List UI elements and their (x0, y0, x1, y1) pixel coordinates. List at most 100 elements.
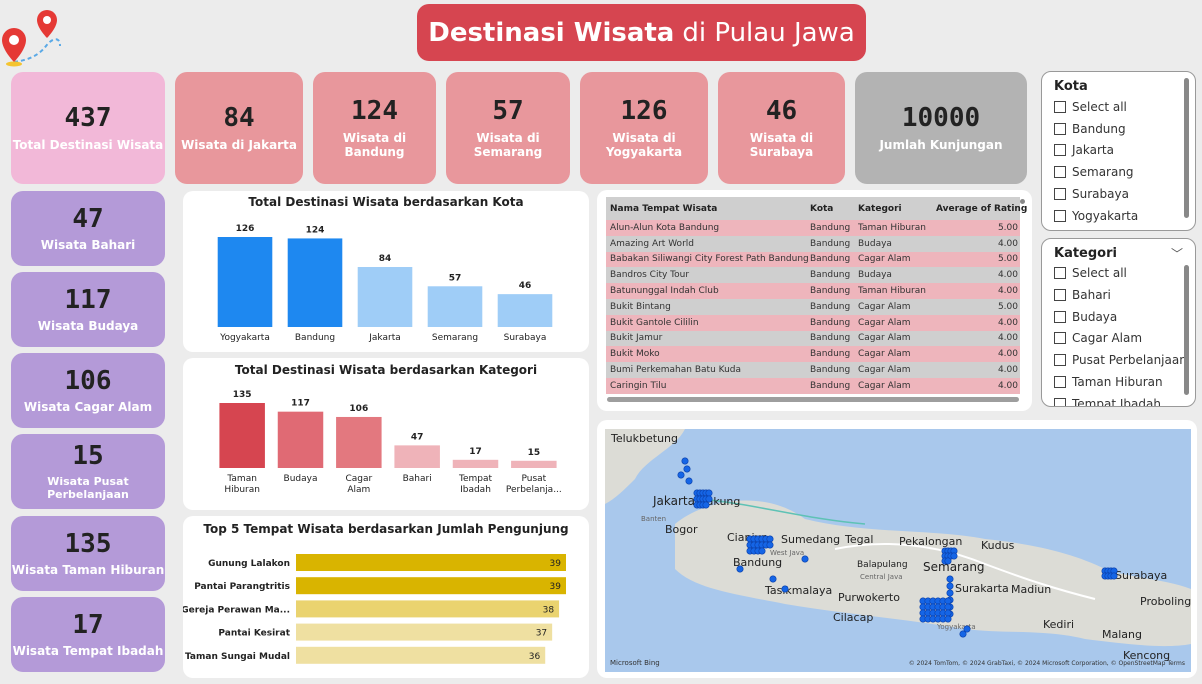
map-point[interactable] (944, 597, 952, 605)
checkbox[interactable] (1054, 101, 1066, 113)
map-point[interactable] (702, 501, 710, 509)
map-point[interactable] (681, 457, 689, 465)
table-body: Alun-Alun Kota Bandung Bandung Taman Hibur… (606, 220, 1020, 394)
checkbox[interactable] (1054, 376, 1066, 388)
table-row[interactable]: Alun-Alun Kota Bandung Bandung Taman Hibur… (606, 220, 1020, 236)
slicer-option-pusat-perbelanjaan[interactable]: Pusat Perbelanjaan (1054, 349, 1187, 371)
table-row[interactable]: Bukit Jamur Bandung Cagar Alam 4.00 (606, 330, 1020, 347)
slicer-scrollbar[interactable] (1184, 78, 1189, 218)
table-row[interactable]: Bumi Perkemahan Batu Kuda Bandung Cagar Al… (606, 362, 1020, 378)
map-point[interactable] (766, 541, 774, 549)
kpi-label: Wisata Taman Hiburan (11, 562, 165, 577)
bar[interactable] (277, 411, 324, 468)
slicer-option-select-all[interactable]: Select all (1054, 262, 1127, 284)
table-row[interactable]: Bukit Gantole Cililin Bandung Cagar Alam 4.… (606, 314, 1020, 331)
table-v-scrollbar[interactable] (1020, 199, 1025, 204)
slicer-option-select-all[interactable]: Select all (1054, 96, 1127, 118)
bar[interactable] (497, 294, 553, 327)
checkbox[interactable] (1054, 289, 1066, 301)
checkbox[interactable] (1054, 267, 1066, 279)
bar[interactable] (452, 459, 499, 468)
slicer-option-yogyakarta[interactable]: Yogyakarta (1054, 205, 1138, 227)
map-view[interactable]: Telukbetung Jakarta Cakung Bogor Cianjur Sume… (605, 429, 1191, 672)
table-row[interactable]: Bukit Moko Bandung Cagar Alam 4.00 (606, 346, 1020, 363)
table-row[interactable]: Bandros City Tour Bandung Budaya 4.00 (606, 267, 1020, 284)
table-row[interactable]: Caringin Tilu Bandung Cagar Alam 4.00 (606, 377, 1020, 394)
map-point[interactable] (944, 615, 952, 623)
slicer-option-bandung[interactable]: Bandung (1054, 118, 1126, 140)
map-point[interactable] (959, 630, 967, 638)
slicer-option-semarang[interactable]: Semarang (1054, 161, 1134, 183)
map-point[interactable] (946, 582, 954, 590)
map-point[interactable] (705, 495, 713, 503)
table-cell: 5.00 (997, 254, 1018, 265)
col-header-nama[interactable]: Nama Tempat Wisata (610, 203, 718, 214)
col-header-kategori[interactable]: Kategori (858, 203, 902, 214)
kpi-cagar-alam: 106 Wisata Cagar Alam (11, 353, 165, 428)
checkbox[interactable] (1054, 188, 1066, 200)
checkbox[interactable] (1054, 166, 1066, 178)
map-point[interactable] (946, 575, 954, 583)
table-row[interactable]: Amazing Art World Bandung Budaya 4.00 (606, 235, 1020, 252)
chevron-down-icon[interactable]: ﹀ (1170, 247, 1183, 261)
kpi-label: Wisata Pusat Perbelanjaan (47, 474, 129, 501)
slicer-option-taman-hiburan[interactable]: Taman Hiburan (1054, 371, 1163, 393)
map-point[interactable] (758, 547, 766, 555)
map-attribution[interactable]: © 2024 TomTom, © 2024 GrabTaxi, © 2024 M… (908, 660, 1185, 667)
bar[interactable] (511, 460, 557, 468)
bar[interactable] (217, 237, 273, 327)
col-header-rating[interactable]: Average of Rating (936, 203, 1028, 214)
map-point[interactable] (944, 557, 952, 565)
checkbox[interactable] (1054, 354, 1066, 366)
bar[interactable] (427, 286, 483, 327)
slicer-option-jakarta[interactable]: Jakarta (1054, 139, 1114, 161)
table-h-scrollbar[interactable] (607, 397, 1019, 402)
slicer-option-budaya[interactable]: Budaya (1054, 306, 1117, 328)
checkbox[interactable] (1054, 123, 1066, 135)
slicer-option-tempat-ibadah[interactable]: Tempat Ibadah (1054, 393, 1161, 406)
bar[interactable] (296, 554, 566, 571)
bar[interactable] (336, 416, 382, 468)
bar[interactable] (296, 577, 566, 595)
bar[interactable] (296, 600, 560, 618)
map-point[interactable] (1110, 572, 1118, 580)
checkbox[interactable] (1054, 311, 1066, 323)
map-point[interactable] (683, 465, 691, 473)
map-point[interactable] (736, 565, 744, 573)
map-point[interactable] (769, 575, 777, 583)
kpi-value: 47 (72, 204, 104, 235)
map-point[interactable] (766, 535, 774, 543)
checkbox[interactable] (1054, 210, 1066, 222)
slicer-scrollbar[interactable] (1184, 265, 1189, 395)
bar[interactable] (219, 403, 265, 468)
map-point[interactable] (677, 471, 685, 479)
map-point[interactable] (944, 609, 952, 617)
table-row[interactable]: Babakan Siliwangi City Forest Path Bandu… (606, 251, 1020, 268)
slicer-option-surabaya[interactable]: Surabaya (1054, 183, 1129, 205)
bar[interactable] (287, 238, 343, 327)
table-row[interactable]: Batununggal Indah Club Bandung Taman Hibur… (606, 283, 1020, 299)
map-point[interactable] (781, 585, 789, 593)
option-label: Budaya (1072, 310, 1118, 324)
map-label: Pekalongan (899, 535, 962, 548)
bar[interactable] (296, 646, 546, 664)
checkbox[interactable] (1054, 398, 1066, 406)
table-row[interactable]: Bukit Bintang Bandung Cagar Alam 5.00 (606, 298, 1020, 315)
checkbox[interactable] (1054, 144, 1066, 156)
map-point[interactable] (685, 477, 693, 485)
bar[interactable] (296, 623, 553, 641)
map-point[interactable] (944, 603, 952, 611)
map-point[interactable] (705, 489, 713, 497)
checkbox[interactable] (1054, 332, 1066, 344)
map-point[interactable] (963, 625, 971, 633)
slicer-option-bahari[interactable]: Bahari (1054, 284, 1111, 306)
map-point[interactable] (950, 552, 958, 560)
map-label: Tegal (844, 533, 873, 546)
col-header-kota[interactable]: Kota ▲ (810, 204, 858, 214)
slicer-option-cagar-alam[interactable]: Cagar Alam (1054, 327, 1142, 349)
chart-kota-svg: 126 Yogyakarta 124 Bandung 84 Jakarta 57 Semara… (217, 224, 553, 343)
bar[interactable] (394, 445, 440, 468)
map-point[interactable] (946, 589, 954, 597)
bar[interactable] (357, 267, 413, 327)
map-point[interactable] (801, 555, 809, 563)
